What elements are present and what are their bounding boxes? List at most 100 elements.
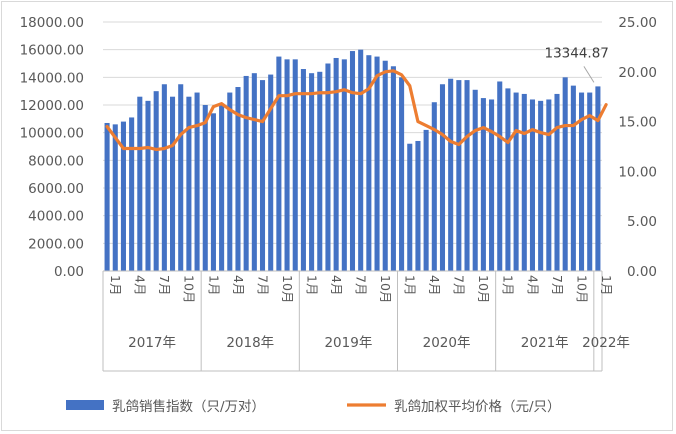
- right-axis-tick-label: 25.00: [618, 15, 657, 31]
- bar: [587, 92, 593, 271]
- left-axis-tick-label: 0.00: [54, 264, 84, 280]
- bar: [366, 55, 372, 272]
- legend-label-bars: 乳鸽销售指数（只/万对）: [112, 398, 265, 415]
- right-axis-tick-label: 10.00: [618, 164, 657, 180]
- bar: [570, 85, 576, 271]
- left-axis-tick-label: 18000.00: [20, 15, 84, 31]
- bar: [178, 84, 184, 271]
- bar: [210, 113, 216, 271]
- bar: [349, 51, 356, 271]
- month-tick-label: 10月: [378, 275, 393, 303]
- month-tick-label: 4月: [427, 275, 442, 295]
- month-tick-label: 1月: [304, 275, 319, 295]
- bar: [439, 84, 446, 271]
- data-label-leader: [583, 66, 595, 83]
- right-axis-tick-label: 20.00: [618, 65, 657, 81]
- bar: [137, 96, 143, 271]
- bar: [235, 87, 241, 272]
- bar: [333, 57, 339, 271]
- year-label: 2021年: [521, 335, 569, 351]
- left-axis-tick-label: 12000.00: [20, 98, 84, 114]
- bar: [579, 92, 585, 271]
- month-tick-label: 4月: [525, 275, 540, 295]
- bar: [112, 124, 118, 272]
- month-tick-label: 1月: [206, 275, 221, 295]
- bar: [595, 86, 601, 272]
- bar: [194, 92, 200, 271]
- bar: [431, 102, 437, 271]
- bar: [382, 60, 388, 272]
- right-axis-tick-label: 0.00: [627, 264, 657, 280]
- bar: [276, 56, 282, 271]
- bar: [456, 80, 462, 271]
- month-tick-label: 4月: [133, 275, 148, 295]
- left-axis-tick-label: 4000.00: [28, 209, 84, 225]
- bar: [251, 73, 257, 272]
- left-axis-tick-label: 16000.00: [20, 43, 84, 59]
- bar: [546, 99, 552, 271]
- month-tick-label: 7月: [157, 275, 172, 295]
- bar: [521, 93, 527, 272]
- bar: [227, 92, 233, 271]
- bar: [317, 71, 323, 271]
- bar: [219, 103, 225, 272]
- bar: [489, 99, 495, 271]
- legend: 乳鸽销售指数（只/万对） 乳鸽加权平均价格（元/只）: [66, 398, 561, 415]
- bar: [374, 56, 380, 271]
- bar-series: [104, 49, 601, 272]
- bar: [292, 59, 298, 271]
- bar: [161, 84, 167, 271]
- bar: [341, 59, 347, 271]
- month-tick-label: 4月: [231, 275, 246, 295]
- bar: [284, 59, 290, 271]
- month-tick-label: 7月: [550, 275, 565, 295]
- bar: [120, 121, 126, 271]
- left-axis-tick-label: 2000.00: [28, 236, 84, 252]
- price-line: [105, 69, 608, 152]
- last-bar-data-label: 13344.87: [544, 45, 608, 61]
- right-axis-tick-label: 5.00: [627, 214, 657, 230]
- bar: [390, 66, 396, 272]
- left-axis-tick-label: 8000.00: [28, 153, 84, 169]
- month-tick-label: 10月: [280, 275, 295, 303]
- month-tick-label: 1月: [599, 275, 614, 295]
- bar: [399, 77, 405, 271]
- bar: [170, 96, 176, 271]
- bar: [423, 129, 429, 271]
- left-axis-tick-label: 14000.00: [20, 70, 84, 86]
- bar: [202, 105, 208, 271]
- bar: [243, 75, 249, 271]
- month-tick-label: 7月: [354, 275, 369, 295]
- right-axis-tick-label: 15.00: [618, 115, 657, 131]
- left-axis-tick-label: 6000.00: [28, 181, 84, 197]
- bar: [358, 49, 364, 271]
- bar: [562, 77, 568, 271]
- month-tick-label: 7月: [452, 275, 467, 295]
- bar: [407, 143, 413, 271]
- bar: [309, 73, 315, 272]
- year-label: 2018年: [226, 335, 274, 351]
- bar: [505, 88, 511, 272]
- legend-swatch-bars: [66, 400, 104, 410]
- month-tick-label: 10月: [574, 275, 589, 303]
- bar: [554, 93, 560, 272]
- month-tick-label: 4月: [329, 275, 344, 295]
- month-tick-label: 1月: [108, 275, 123, 295]
- bar: [480, 98, 486, 271]
- month-tick-label: 1月: [403, 275, 418, 295]
- bar: [497, 81, 503, 271]
- month-tick-label: 10月: [182, 275, 197, 303]
- month-tick-label: 1月: [501, 275, 516, 295]
- bar: [259, 80, 266, 271]
- bar: [448, 78, 454, 271]
- bar: [300, 69, 306, 271]
- bar: [513, 92, 519, 271]
- bar: [464, 80, 470, 271]
- year-label: 2020年: [423, 335, 471, 351]
- bar: [415, 140, 421, 271]
- bar: [145, 100, 151, 271]
- bar: [529, 99, 535, 271]
- bar: [186, 96, 192, 271]
- year-label: 2022年: [582, 335, 630, 351]
